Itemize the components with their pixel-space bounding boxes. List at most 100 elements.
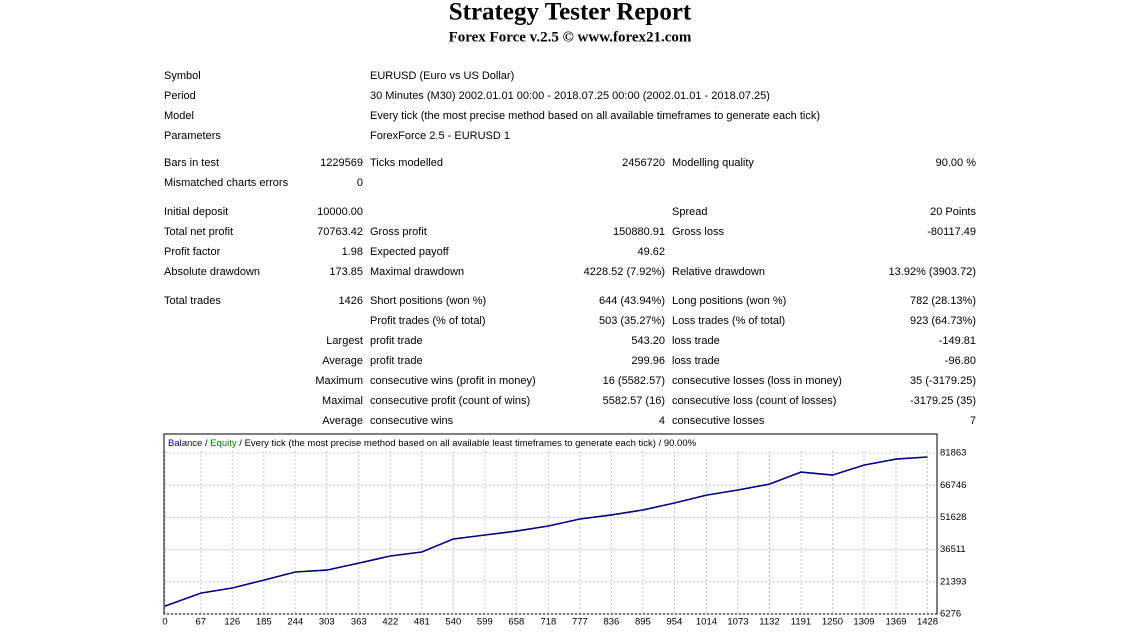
report-cell: Maximum <box>315 375 363 387</box>
chart-frame <box>163 433 938 615</box>
report-cell: EURUSD (Euro vs US Dollar) <box>370 70 514 82</box>
y-tick-label: 66746 <box>940 480 966 491</box>
y-tick-label: 36511 <box>940 544 966 555</box>
report-cell: 1.98 <box>342 246 363 258</box>
x-tick-label: 895 <box>635 617 651 628</box>
report-cell: 4 <box>659 415 665 427</box>
x-tick-label: 67 <box>195 617 206 628</box>
x-tick-label: 1191 <box>791 617 811 628</box>
report-cell: Total trades <box>164 295 221 307</box>
report-cell: Mismatched charts errors <box>164 177 289 189</box>
report-cell: 90.00 % <box>936 157 977 169</box>
y-tick-label: 81863 <box>940 448 966 459</box>
report-cell: 70763.42 <box>317 226 363 238</box>
report-cell: 16 (5582.57) <box>603 375 665 387</box>
report-cell: 7 <box>970 415 976 427</box>
report-cell: consecutive profit (count of wins) <box>370 395 530 407</box>
report-cell: consecutive losses <box>672 415 765 427</box>
report-cell: 644 (43.94%) <box>599 295 665 307</box>
report-cell: Model <box>164 110 194 122</box>
x-tick-label: 718 <box>540 617 556 628</box>
report-cell: consecutive wins <box>370 415 454 427</box>
chart-subtitle: / 90.00% <box>656 438 697 449</box>
legend-entry: Equity <box>210 438 237 449</box>
x-tick-label: 422 <box>382 617 398 628</box>
report-cell: 1229569 <box>320 157 363 169</box>
report-title: Strategy Tester Report <box>449 0 692 26</box>
x-tick-label: 599 <box>477 617 493 628</box>
report-cell: -80117.49 <box>927 226 976 238</box>
report-cell: 1426 <box>339 295 363 307</box>
x-tick-label: 1428 <box>917 617 938 628</box>
report-cell: Parameters <box>164 130 221 142</box>
x-tick-label: 185 <box>256 617 272 628</box>
report-cell: profit trade <box>370 355 423 367</box>
x-tick-label: 1132 <box>759 617 779 628</box>
x-tick-label: 1309 <box>853 617 874 628</box>
report-cell: 10000.00 <box>317 206 363 218</box>
report-cell: Ticks modelled <box>370 157 443 169</box>
x-tick-label: 1014 <box>696 617 717 628</box>
report-cell: Average <box>322 355 363 367</box>
report-cell: 49.62 <box>637 246 665 258</box>
report-cell: consecutive loss (count of losses) <box>672 395 836 407</box>
x-tick-label: 1369 <box>885 617 906 628</box>
report-cell: Largest <box>326 335 363 347</box>
report-cell: 0 <box>357 177 363 189</box>
report-cell: loss trade <box>672 355 720 367</box>
report-cell: Gross profit <box>370 226 427 238</box>
x-tick-label: 481 <box>414 617 430 628</box>
x-tick-label: 777 <box>572 617 588 628</box>
report-cell: Relative drawdown <box>672 266 765 278</box>
report-cell: 5582.57 (16) <box>603 395 665 407</box>
report-cell: -149.81 <box>939 335 976 347</box>
report-cell: Loss trades (% of total) <box>672 315 785 327</box>
y-tick-label: 6276 <box>940 609 961 620</box>
report-cell: Period <box>164 90 196 102</box>
report-cell: -3179.25 (35) <box>910 395 976 407</box>
report-cell: Absolute drawdown <box>164 266 260 278</box>
series-line <box>164 456 928 607</box>
report-cell: 173.85 <box>329 266 363 278</box>
report-cell: Gross loss <box>672 226 724 238</box>
report-cell: Symbol <box>164 70 201 82</box>
report-cell: consecutive losses (loss in money) <box>672 375 842 387</box>
x-tick-label: 303 <box>319 617 335 628</box>
report-cell: Modelling quality <box>672 157 754 169</box>
separator: / <box>202 438 210 449</box>
report-cell: Total net profit <box>164 226 233 238</box>
x-tick-label: 954 <box>666 617 682 628</box>
report-cell: consecutive wins (profit in money) <box>370 375 536 387</box>
x-tick-label: 1073 <box>727 617 748 628</box>
chart-title: / Every tick (the most precise method ba… <box>237 438 656 449</box>
x-tick-label: 658 <box>508 617 524 628</box>
report-cell: ForexForce 2.5 - EURUSD 1 <box>370 130 510 142</box>
legend-entry: Balance <box>168 438 202 449</box>
report-cell: 782 (28.13%) <box>910 295 976 307</box>
x-tick-label: 1250 <box>822 617 843 628</box>
report-cell: 150880.91 <box>613 226 665 238</box>
report-cell: Short positions (won %) <box>370 295 486 307</box>
report-cell: 13.92% (3903.72) <box>889 266 976 278</box>
report-cell: 35 (-3179.25) <box>910 375 976 387</box>
report-cell: Maximal <box>322 395 363 407</box>
x-tick-label: 244 <box>287 617 303 628</box>
report-cell: Average <box>322 415 363 427</box>
report-cell: Profit factor <box>164 246 221 258</box>
report-cell: profit trade <box>370 335 423 347</box>
report-cell: Spread <box>672 206 707 218</box>
report-subtitle: Forex Force v.2.5 © www.forex21.com <box>449 29 692 45</box>
report-cell: Initial deposit <box>164 206 228 218</box>
report-cell: loss trade <box>672 335 720 347</box>
report-cell: 20 Points <box>930 206 976 218</box>
report-cell: 503 (35.27%) <box>599 315 665 327</box>
report-cell: Every tick (the most precise method base… <box>370 110 820 122</box>
chart-legend: Balance / Equity / Every tick (the most … <box>168 438 697 449</box>
report-cell: 543.20 <box>631 335 665 347</box>
report-cell: Long positions (won %) <box>672 295 786 307</box>
report-cell: 923 (64.73%) <box>910 315 976 327</box>
report-cell: 299.96 <box>631 355 665 367</box>
report-cell: Profit trades (% of total) <box>370 315 486 327</box>
report-cell: -96.80 <box>945 355 976 367</box>
